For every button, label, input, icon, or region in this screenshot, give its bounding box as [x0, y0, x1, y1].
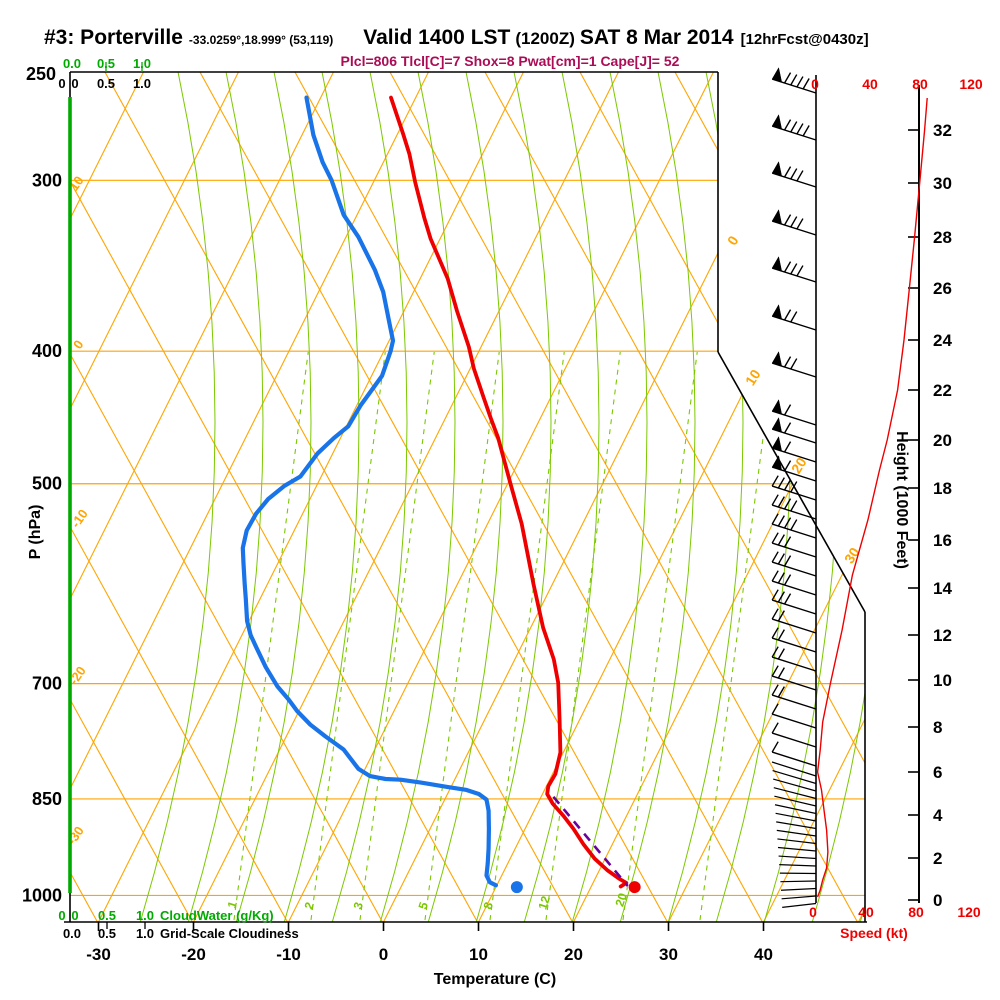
speed-top-label: 120 [959, 76, 983, 92]
mixing-ratio-label: 12 [535, 894, 553, 911]
cloudiness-top-tick: 0 [58, 76, 65, 91]
speed-bottom-label: 80 [908, 904, 924, 920]
valid-date: SAT 8 Mar 2014 [579, 26, 734, 49]
dry-adiabat-label: 0 [70, 337, 86, 352]
isotherm-label: 20 [788, 454, 810, 476]
cloudwater-bottom-tick: 0 [58, 908, 65, 923]
speed-top-label: 40 [862, 76, 878, 92]
stability-indices-line: Plcl=806 Tlcl[C]=7 Shox=8 Pwat[cm]=1 Cap… [340, 53, 680, 69]
temperature-axis: -30 -20 -10 0 10 20 30 40 Temperature (C) [86, 922, 773, 988]
cloudwater-bottom-tick: 0 [71, 908, 78, 923]
pressure-tick-label: 400 [32, 341, 62, 361]
speed-bottom-label: 40 [858, 904, 874, 920]
height-tick-label: 12 [933, 626, 952, 645]
mixing-ratio-label: 8 [481, 900, 496, 911]
isotherm-label: 30 [841, 544, 863, 566]
height-tick-label: 6 [933, 763, 942, 782]
chart-title: #3: Porterville -33.0259°,18.999° (53,11… [44, 26, 869, 50]
height-tick-label: 8 [933, 718, 942, 737]
temperature-tick-label: -10 [276, 945, 301, 964]
height-tick-label: 10 [933, 671, 952, 690]
height-tick-label: 28 [933, 228, 952, 247]
cloudwater-top-tick: 0.0 [63, 56, 81, 71]
pressure-axis-title: P (hPa) [27, 505, 44, 560]
pressure-tick-label: 700 [32, 674, 62, 694]
temperature-tick-label: -20 [181, 945, 206, 964]
pressure-tick-label: 250 [26, 64, 56, 84]
pressure-axis: 250 300 400 500 700 850 1000 P (hPa) [22, 64, 62, 905]
pressure-tick-label: 300 [32, 170, 62, 190]
cloudwater-scale-label: CloudWater (g/Kg) [160, 908, 274, 923]
height-tick-label: 2 [933, 849, 942, 868]
height-axis-title: Height (1000 Feet) [893, 431, 910, 569]
temperature-tick-label: 20 [564, 945, 583, 964]
station-title: #3: Porterville [44, 26, 183, 49]
speed-bottom-label: 0 [809, 904, 817, 920]
cloudiness-top-tick: 0.5 [97, 76, 115, 91]
temperature-tick-label: -30 [86, 945, 111, 964]
temperature-tick-label: 30 [659, 945, 678, 964]
cloudiness-bottom-tick: 1.0 [136, 926, 154, 941]
cloudiness-bottom-tick: 0.5 [98, 926, 116, 941]
plot-frame [64, 71, 867, 923]
height-tick-label: 18 [933, 479, 952, 498]
cloudiness-bottom-tick: 0.0 [63, 926, 81, 941]
mixing-ratio-label: 3 [351, 900, 366, 911]
height-tick-label: 30 [933, 174, 952, 193]
wind-barb-column [771, 67, 817, 908]
speed-top-label: 0 [811, 76, 819, 92]
isotherm-label: 10 [742, 366, 764, 388]
speed-axis-title: Speed (kt) [840, 925, 908, 941]
valid-time-z: (1200Z) [515, 29, 575, 48]
height-tick-label: 32 [933, 121, 952, 140]
cloudiness-top-tick: 0 [71, 76, 78, 91]
height-tick-label: 0 [933, 891, 942, 910]
height-tick-label: 20 [933, 431, 952, 450]
forecast-tag: [12hrFcst@0430z] [740, 31, 869, 48]
cloudiness-scale-label: Grid-Scale Cloudiness [160, 926, 299, 941]
temperature-axis-title: Temperature (C) [434, 971, 556, 988]
cloudwater-bottom-tick: 1.0 [136, 908, 154, 923]
background-isolines [70, 72, 865, 922]
surface-dewpoint-dot [510, 881, 523, 894]
pressure-tick-label: 1000 [22, 885, 62, 905]
valid-time: Valid 1400 LST [363, 26, 511, 49]
pressure-tick-label: 850 [32, 789, 62, 809]
height-tick-label: 14 [933, 579, 952, 598]
speed-top-label: 80 [912, 76, 928, 92]
cloudiness-top-tick: 1.0 [133, 76, 151, 91]
station-coordinates: -33.0259°,18.999° (53,119) [188, 33, 334, 47]
isotherm-label: 0 [724, 233, 742, 248]
height-tick-label: 16 [933, 531, 952, 550]
temperature-curve [389, 95, 629, 889]
pressure-tick-label: 500 [32, 474, 62, 494]
dry-adiabat-label: -30 [64, 823, 87, 847]
height-tick-label: 4 [933, 806, 943, 825]
surface-temp-dot [628, 881, 641, 894]
mixing-ratio-label: 5 [416, 900, 431, 911]
temperature-tick-label: 10 [469, 945, 488, 964]
cloudwater-bottom-tick: 0.5 [98, 908, 116, 923]
mixing-ratio-label: 20 [612, 891, 630, 908]
height-tick-label: 22 [933, 381, 952, 400]
mixing-ratio-label: 2 [302, 900, 317, 911]
temperature-tick-label: 40 [754, 945, 773, 964]
cloudwater-scales: 0.0 0.5 1.00 0 0.5 1.00 0 0.5 1.0 CloudWater (g/K… [58, 56, 298, 941]
speed-bottom-label: 120 [957, 904, 981, 920]
height-tick-label: 26 [933, 279, 952, 298]
temperature-tick-label: 0 [379, 945, 388, 964]
wind-speed-profile [816, 97, 928, 898]
height-tick-label: 24 [933, 331, 952, 350]
parcel-path [552, 795, 629, 887]
dewpoint-curve [240, 95, 498, 888]
mixing-ratio-label: 1 [225, 899, 240, 910]
